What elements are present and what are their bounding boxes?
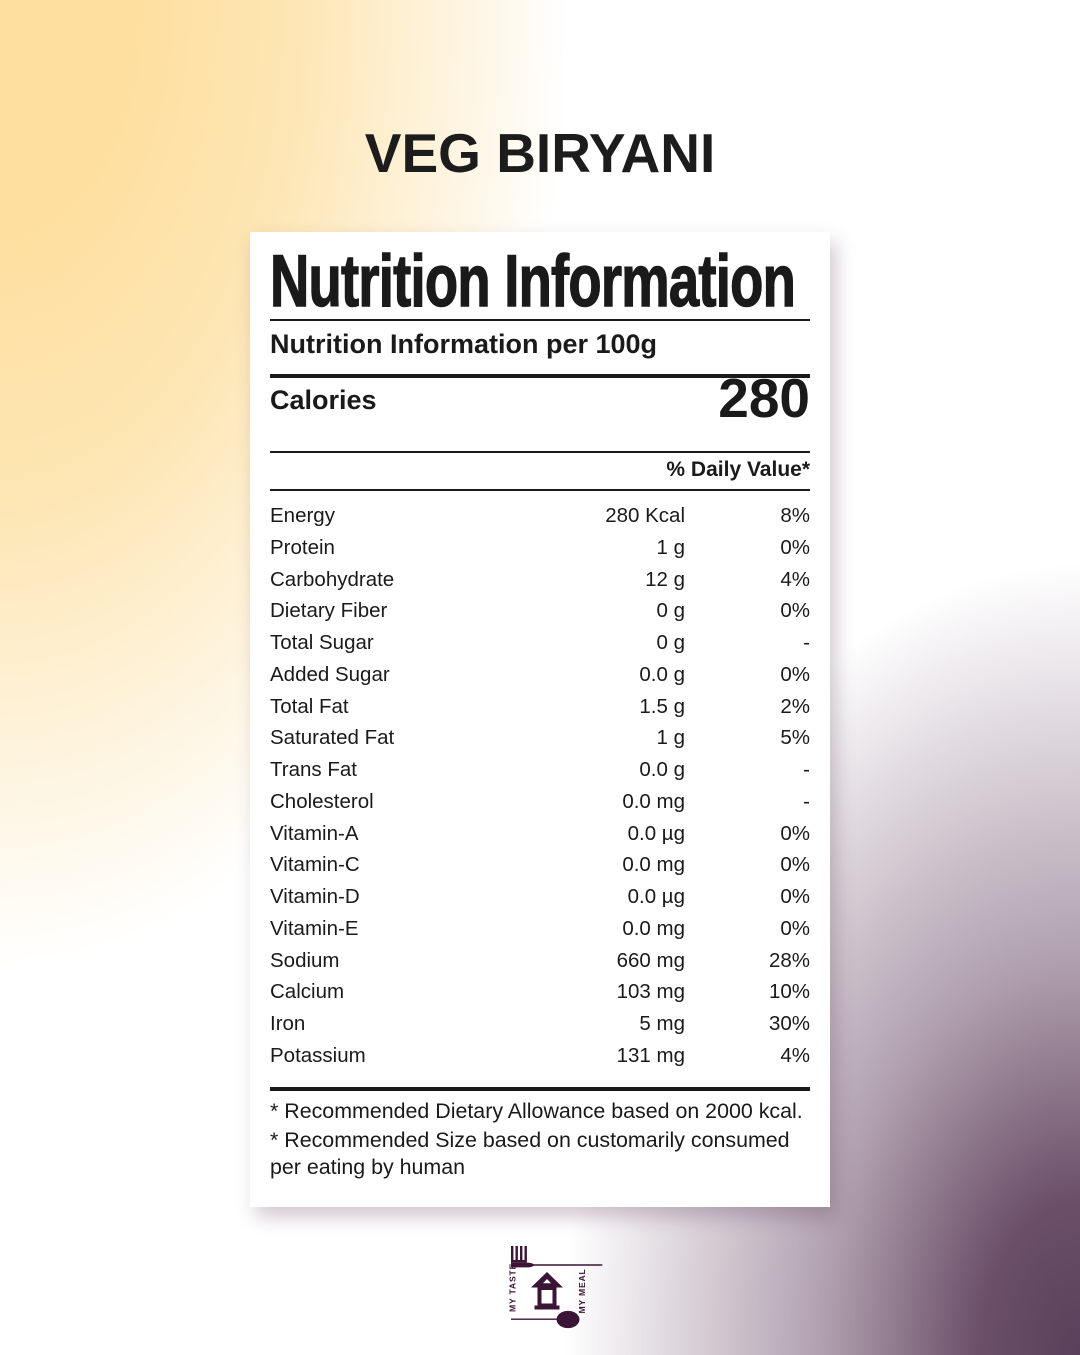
svg-text:MY MEAL: MY MEAL <box>577 1268 587 1313</box>
svg-text:MY TASTE: MY TASTE <box>508 1263 518 1312</box>
